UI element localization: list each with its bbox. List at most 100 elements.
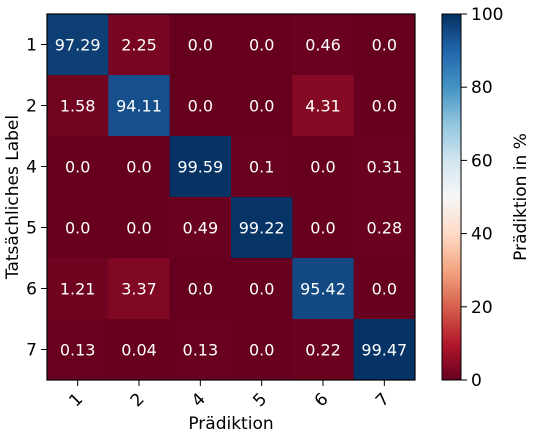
cell-value-label: 3.37 <box>121 280 157 299</box>
heatmap-cell <box>231 136 293 198</box>
x-axis-ticks: 1 2 4 5 6 7 <box>65 380 394 411</box>
heatmap-cell <box>108 197 171 259</box>
cell-value-label: 0.0 <box>188 97 213 116</box>
cell-value-label: 4.31 <box>305 97 341 116</box>
y-tick-label: 6 <box>26 280 37 300</box>
heatmap-cell <box>47 14 109 76</box>
colorbar <box>441 13 462 381</box>
cell-value-label: 99.22 <box>239 219 285 238</box>
heatmap-cell <box>292 258 355 320</box>
colorbar-tick-label: 100 <box>471 5 503 25</box>
cell-value-label: 0.0 <box>126 158 151 177</box>
cell-value-label: 0.0 <box>249 341 274 360</box>
colorbar-label: Prädiktion in % <box>511 133 531 261</box>
heatmap-cell <box>169 258 232 320</box>
cell-value-label: 0.0 <box>249 280 274 299</box>
heatmap-cell <box>292 136 355 198</box>
heatmap-cell <box>353 258 416 320</box>
colorbar-tick-label: 20 <box>471 298 493 318</box>
heatmap-cell <box>353 136 416 198</box>
heatmap-cell <box>169 75 232 137</box>
cell-value-label: 0.0 <box>372 97 397 116</box>
plot-frame <box>46 13 416 381</box>
heatmap-cell <box>169 319 232 381</box>
heatmap-cell <box>292 14 355 76</box>
cell-value-label: 0.0 <box>310 158 335 177</box>
heatmap-cell <box>47 75 109 137</box>
cell-value-label: 1.21 <box>60 280 96 299</box>
cell-value-label: 0.0 <box>65 219 90 238</box>
heatmap-cell <box>108 75 171 137</box>
cell-value-label: 0.49 <box>183 219 219 238</box>
cell-value-label: 1.58 <box>60 97 96 116</box>
cell-value-label: 0.0 <box>249 97 274 116</box>
heatmap-cell <box>47 258 109 320</box>
x-tick-label: 4 <box>188 389 210 411</box>
y-tick-label: 4 <box>26 158 37 178</box>
cell-value-label: 0.0 <box>249 36 274 55</box>
cell-value-label: 97.29 <box>55 36 101 55</box>
cell-value-label: 0.0 <box>372 280 397 299</box>
heatmap-cell <box>353 75 416 137</box>
heatmap-cell <box>231 197 293 259</box>
y-axis-label: Tatsächliches Label <box>3 115 23 280</box>
cell-value-label: 0.0 <box>188 36 213 55</box>
heatmap-cell <box>231 75 293 137</box>
heatmap-cell <box>47 319 109 381</box>
heatmap-cell <box>353 319 416 381</box>
cell-value-label: 0.28 <box>367 219 403 238</box>
heatmap-cell <box>292 319 355 381</box>
y-tick-label: 5 <box>26 219 37 239</box>
cell-value-label: 0.31 <box>367 158 403 177</box>
cell-value-label: 0.46 <box>305 36 341 55</box>
x-tick-label: 7 <box>372 389 394 411</box>
x-tick-label: 6 <box>311 389 333 411</box>
heatmap-cells <box>47 14 416 381</box>
heatmap-cell <box>47 197 109 259</box>
colorbar-tick-label: 0 <box>471 371 482 391</box>
heatmap-cell <box>169 14 232 76</box>
heatmap-cell <box>169 197 232 259</box>
cell-value-label: 99.59 <box>177 158 223 177</box>
heatmap-cell <box>292 197 355 259</box>
heatmap-cell <box>231 258 293 320</box>
colorbar-tick-label: 80 <box>471 78 493 98</box>
x-tick-label: 1 <box>65 389 87 411</box>
heatmap-cell <box>292 75 355 137</box>
cell-value-label: 0.0 <box>188 280 213 299</box>
heatmap-cell <box>108 258 171 320</box>
heatmap-cell <box>108 14 171 76</box>
cell-value-label: 0.0 <box>372 36 397 55</box>
colorbar-tick-label: 60 <box>471 151 493 171</box>
cell-value-label: 0.0 <box>126 219 151 238</box>
y-axis-ticks: 1 2 4 5 6 7 <box>26 36 47 361</box>
cell-value-label: 99.47 <box>361 341 407 360</box>
heatmap-cell <box>353 14 416 76</box>
cell-value-label: 0.13 <box>183 341 219 360</box>
cell-value-label: 0.13 <box>60 341 96 360</box>
colorbar-tick-label: 40 <box>471 225 493 245</box>
heatmap-cell-labels: 97.29 2.25 0.0 0.0 0.46 0.0 1.58 94.11 0.0 0.0 4.3… <box>55 36 407 360</box>
cell-value-label: 95.42 <box>300 280 346 299</box>
cell-value-label: 94.11 <box>116 97 162 116</box>
cell-value-label: 2.25 <box>121 36 157 55</box>
heatmap-cell <box>47 136 109 198</box>
cell-value-label: 0.1 <box>249 158 274 177</box>
cell-value-label: 0.0 <box>310 219 335 238</box>
heatmap-cell <box>169 136 232 198</box>
y-tick-label: 1 <box>26 36 37 56</box>
x-tick-label: 2 <box>127 389 149 411</box>
heatmap-cell <box>353 197 416 259</box>
y-tick-label: 7 <box>26 341 37 361</box>
cell-value-label: 0.0 <box>65 158 90 177</box>
heatmap-cell <box>231 319 293 381</box>
heatmap-cell <box>108 136 171 198</box>
heatmap-cell <box>231 14 293 76</box>
cell-value-label: 0.04 <box>121 341 157 360</box>
x-tick-label: 5 <box>249 389 271 411</box>
cell-value-label: 0.22 <box>305 341 341 360</box>
heatmap-cell <box>108 319 171 381</box>
y-tick-label: 2 <box>26 97 37 117</box>
colorbar-ticks: 0 20 40 60 80 100 <box>461 5 503 391</box>
